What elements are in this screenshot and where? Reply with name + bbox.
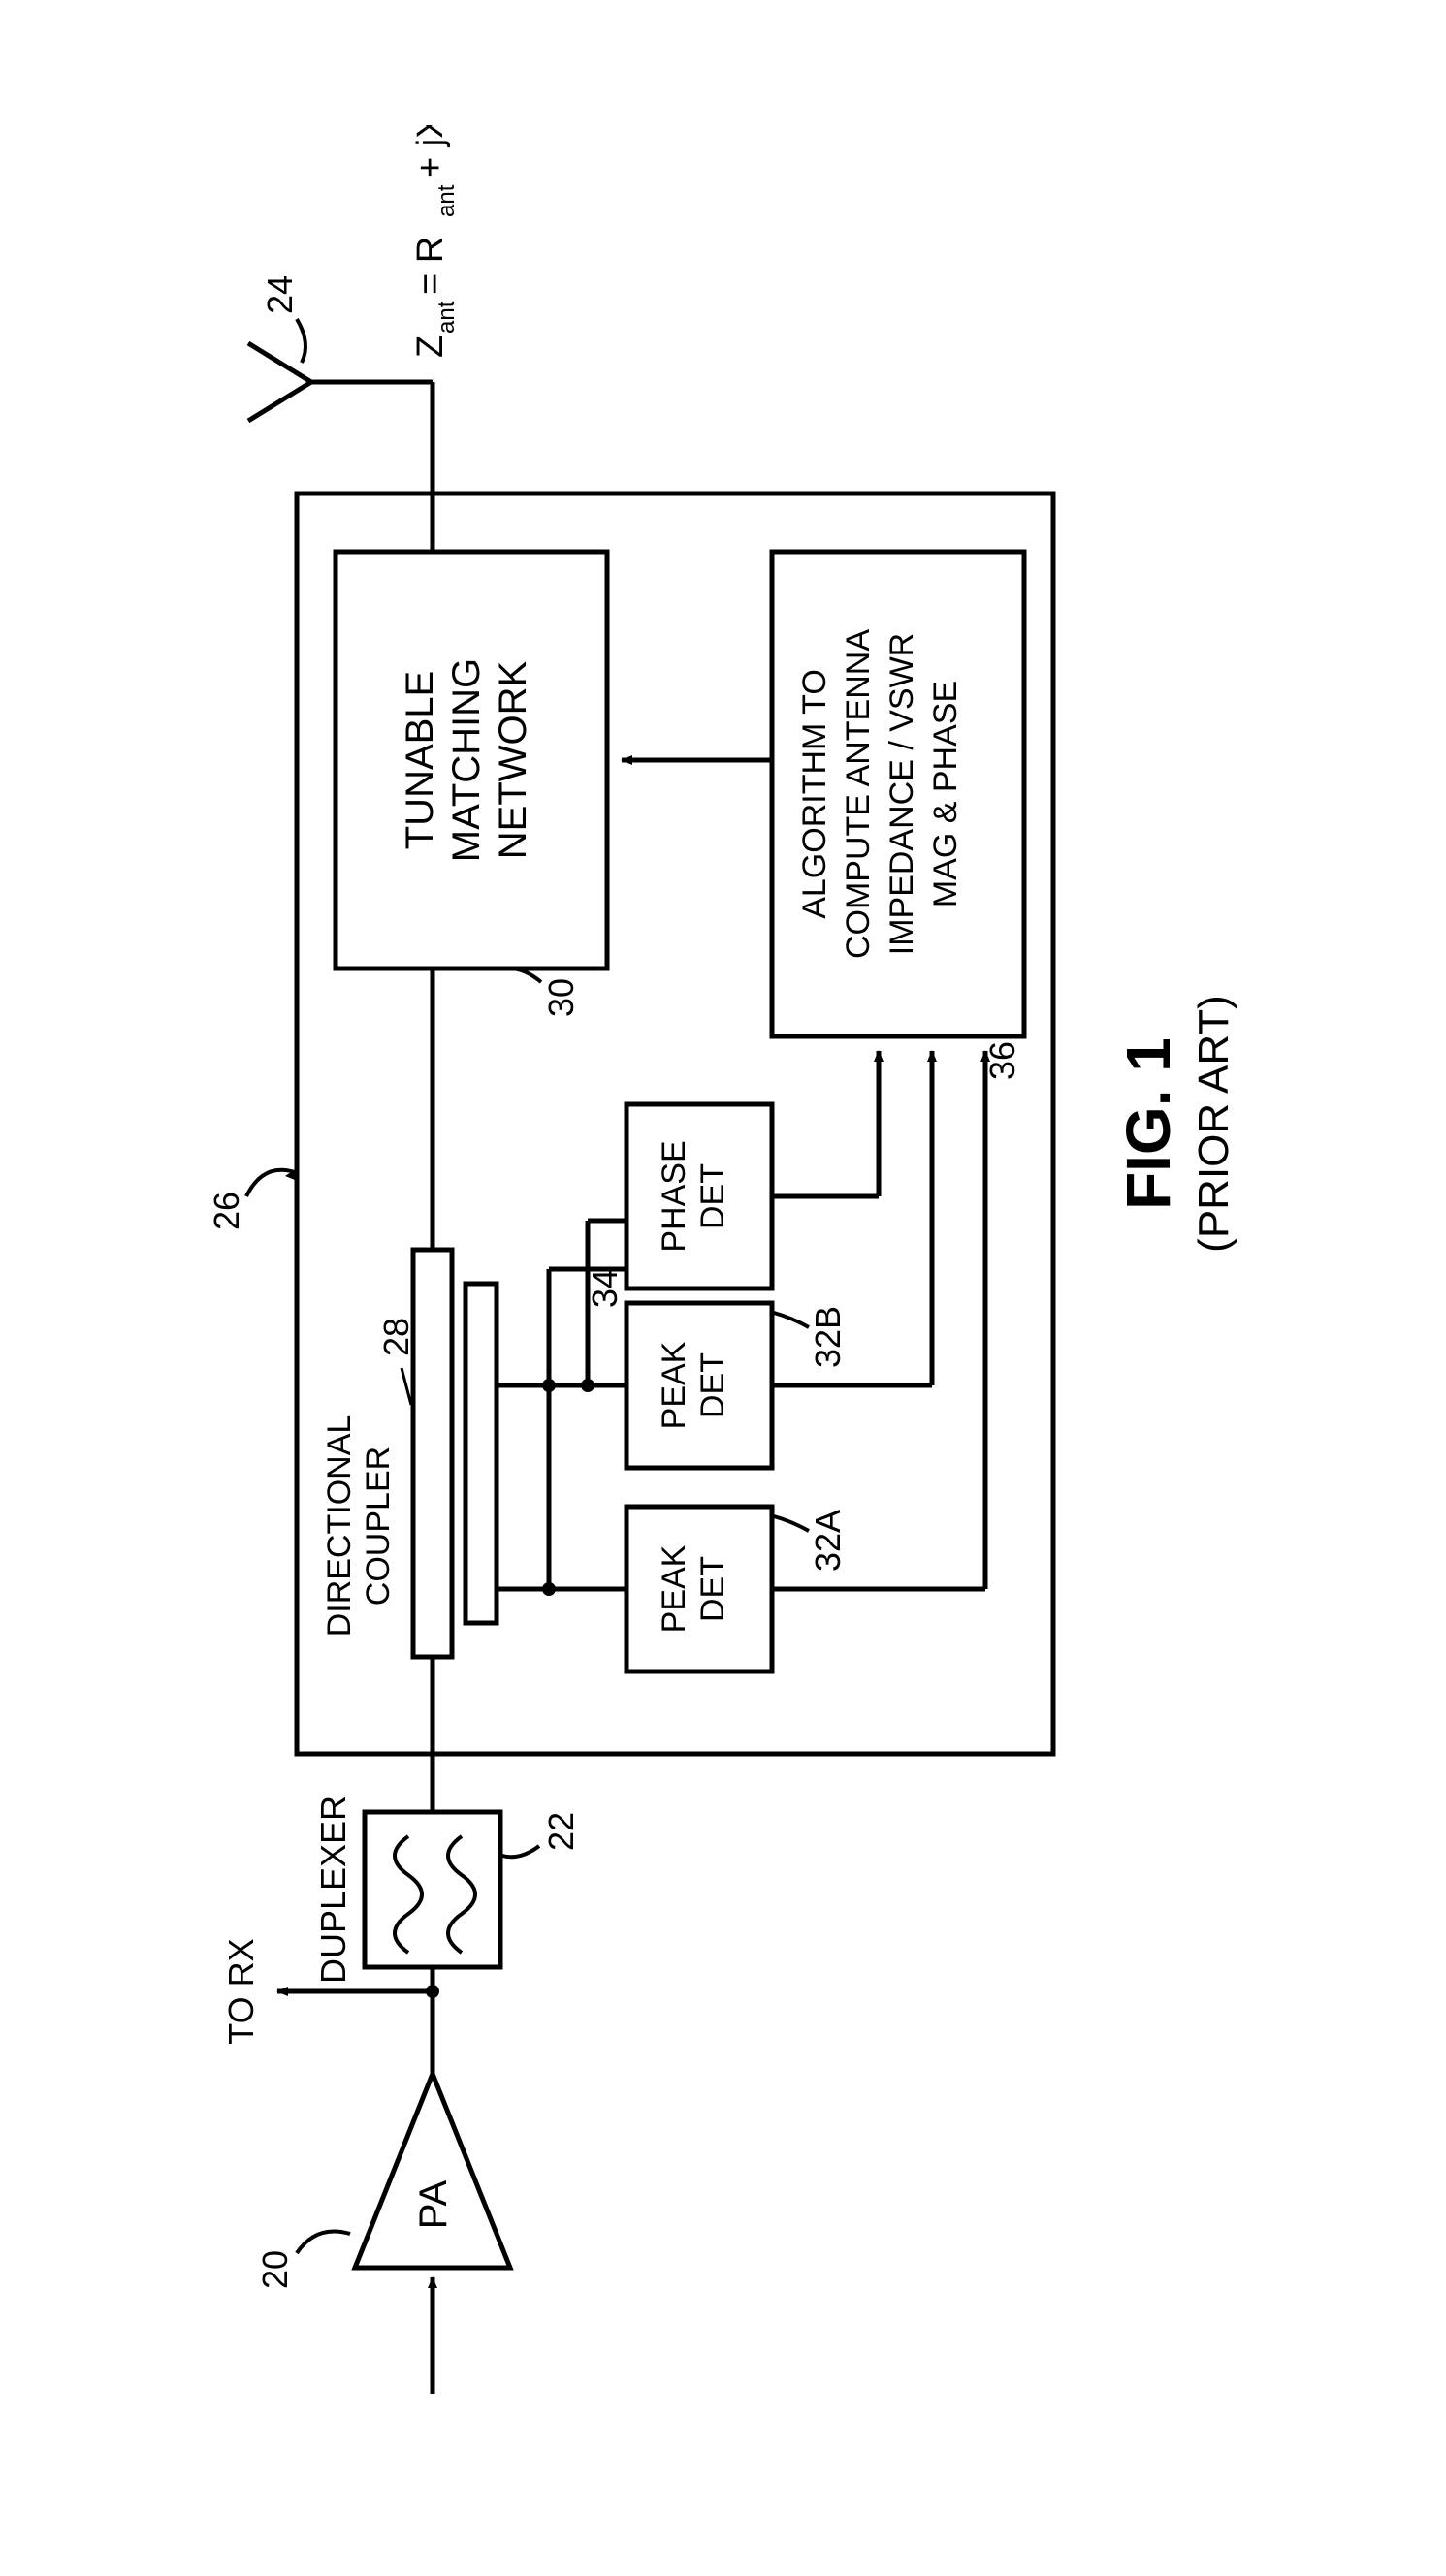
- alg-l3: IMPEDANCE / VSWR: [884, 632, 920, 954]
- alg-l4: MAG & PHASE: [927, 680, 964, 906]
- tmn-l1: TUNABLE: [399, 670, 441, 849]
- svg-text:ant: ant: [434, 301, 460, 334]
- to-rx-node: [426, 1985, 439, 1998]
- ref-22: 22: [541, 1811, 581, 1850]
- svg-text:Z: Z: [410, 334, 451, 357]
- phd-l1: PHASE: [656, 1140, 692, 1252]
- pa-label: PA: [412, 2179, 455, 2229]
- ref-34: 34: [585, 1269, 625, 1308]
- dc-label-1: DIRECTIONAL: [321, 1415, 358, 1637]
- alg-l1: ALGORITHM TO: [796, 669, 833, 919]
- pdb-l2: DET: [694, 1352, 731, 1418]
- svg-text:= R: = R: [410, 236, 451, 294]
- duplexer-box: [365, 1812, 500, 1967]
- pa-amplifier: [355, 2074, 510, 2268]
- to-rx-label: TO RX: [221, 1938, 261, 2044]
- pda-l2: DET: [694, 1556, 731, 1622]
- ant-left: [248, 382, 311, 421]
- phd-l2: DET: [694, 1163, 731, 1229]
- node-b2: [581, 1379, 594, 1392]
- svg-text:ant: ant: [434, 184, 460, 217]
- fig-subtitle: (PRIOR ART): [1190, 995, 1237, 1253]
- ref-32b: 32B: [808, 1305, 848, 1367]
- leader-32b: [774, 1313, 809, 1327]
- diagram-canvas: PA 20 DUPLEXER 22 TO RX 26: [142, 125, 1305, 2452]
- tmn-l2: MATCHING: [445, 657, 488, 861]
- ref-32a: 32A: [808, 1509, 848, 1571]
- leader-32a: [774, 1516, 809, 1531]
- duplexer-label: DUPLEXER: [313, 1795, 353, 1983]
- leader-24: [297, 319, 305, 363]
- leader-20: [297, 2231, 350, 2253]
- diagram-svg: PA 20 DUPLEXER 22 TO RX 26: [142, 125, 1305, 2452]
- dc-label-2: COUPLER: [360, 1446, 397, 1605]
- leader-22: [502, 1846, 539, 1857]
- leader-26: [246, 1169, 295, 1195]
- pda-l1: PEAK: [656, 1544, 692, 1633]
- zant-eq: Z ant = R ant + jX ant: [410, 125, 460, 358]
- coupler-main: [413, 1250, 452, 1657]
- page: PA 20 DUPLEXER 22 TO RX 26: [0, 0, 1446, 2576]
- duplexer-wave1: [395, 1836, 422, 1953]
- tmn-l3: NETWORK: [492, 660, 534, 859]
- ref-28: 28: [376, 1317, 416, 1355]
- fig-title: FIG. 1: [1113, 1037, 1183, 1210]
- ref-30: 30: [541, 977, 581, 1016]
- ref-20: 20: [255, 2249, 295, 2288]
- ref-24: 24: [260, 274, 300, 313]
- ref-26: 26: [207, 1191, 246, 1229]
- leader-28: [402, 1368, 411, 1405]
- duplexer-wave2: [448, 1836, 475, 1953]
- ref-36: 36: [982, 1041, 1022, 1080]
- alg-l2: COMPUTE ANTENNA: [840, 628, 877, 958]
- coupler-coupled: [466, 1284, 497, 1623]
- svg-text:+ jX: + jX: [410, 125, 451, 178]
- pdb-l1: PEAK: [656, 1341, 692, 1429]
